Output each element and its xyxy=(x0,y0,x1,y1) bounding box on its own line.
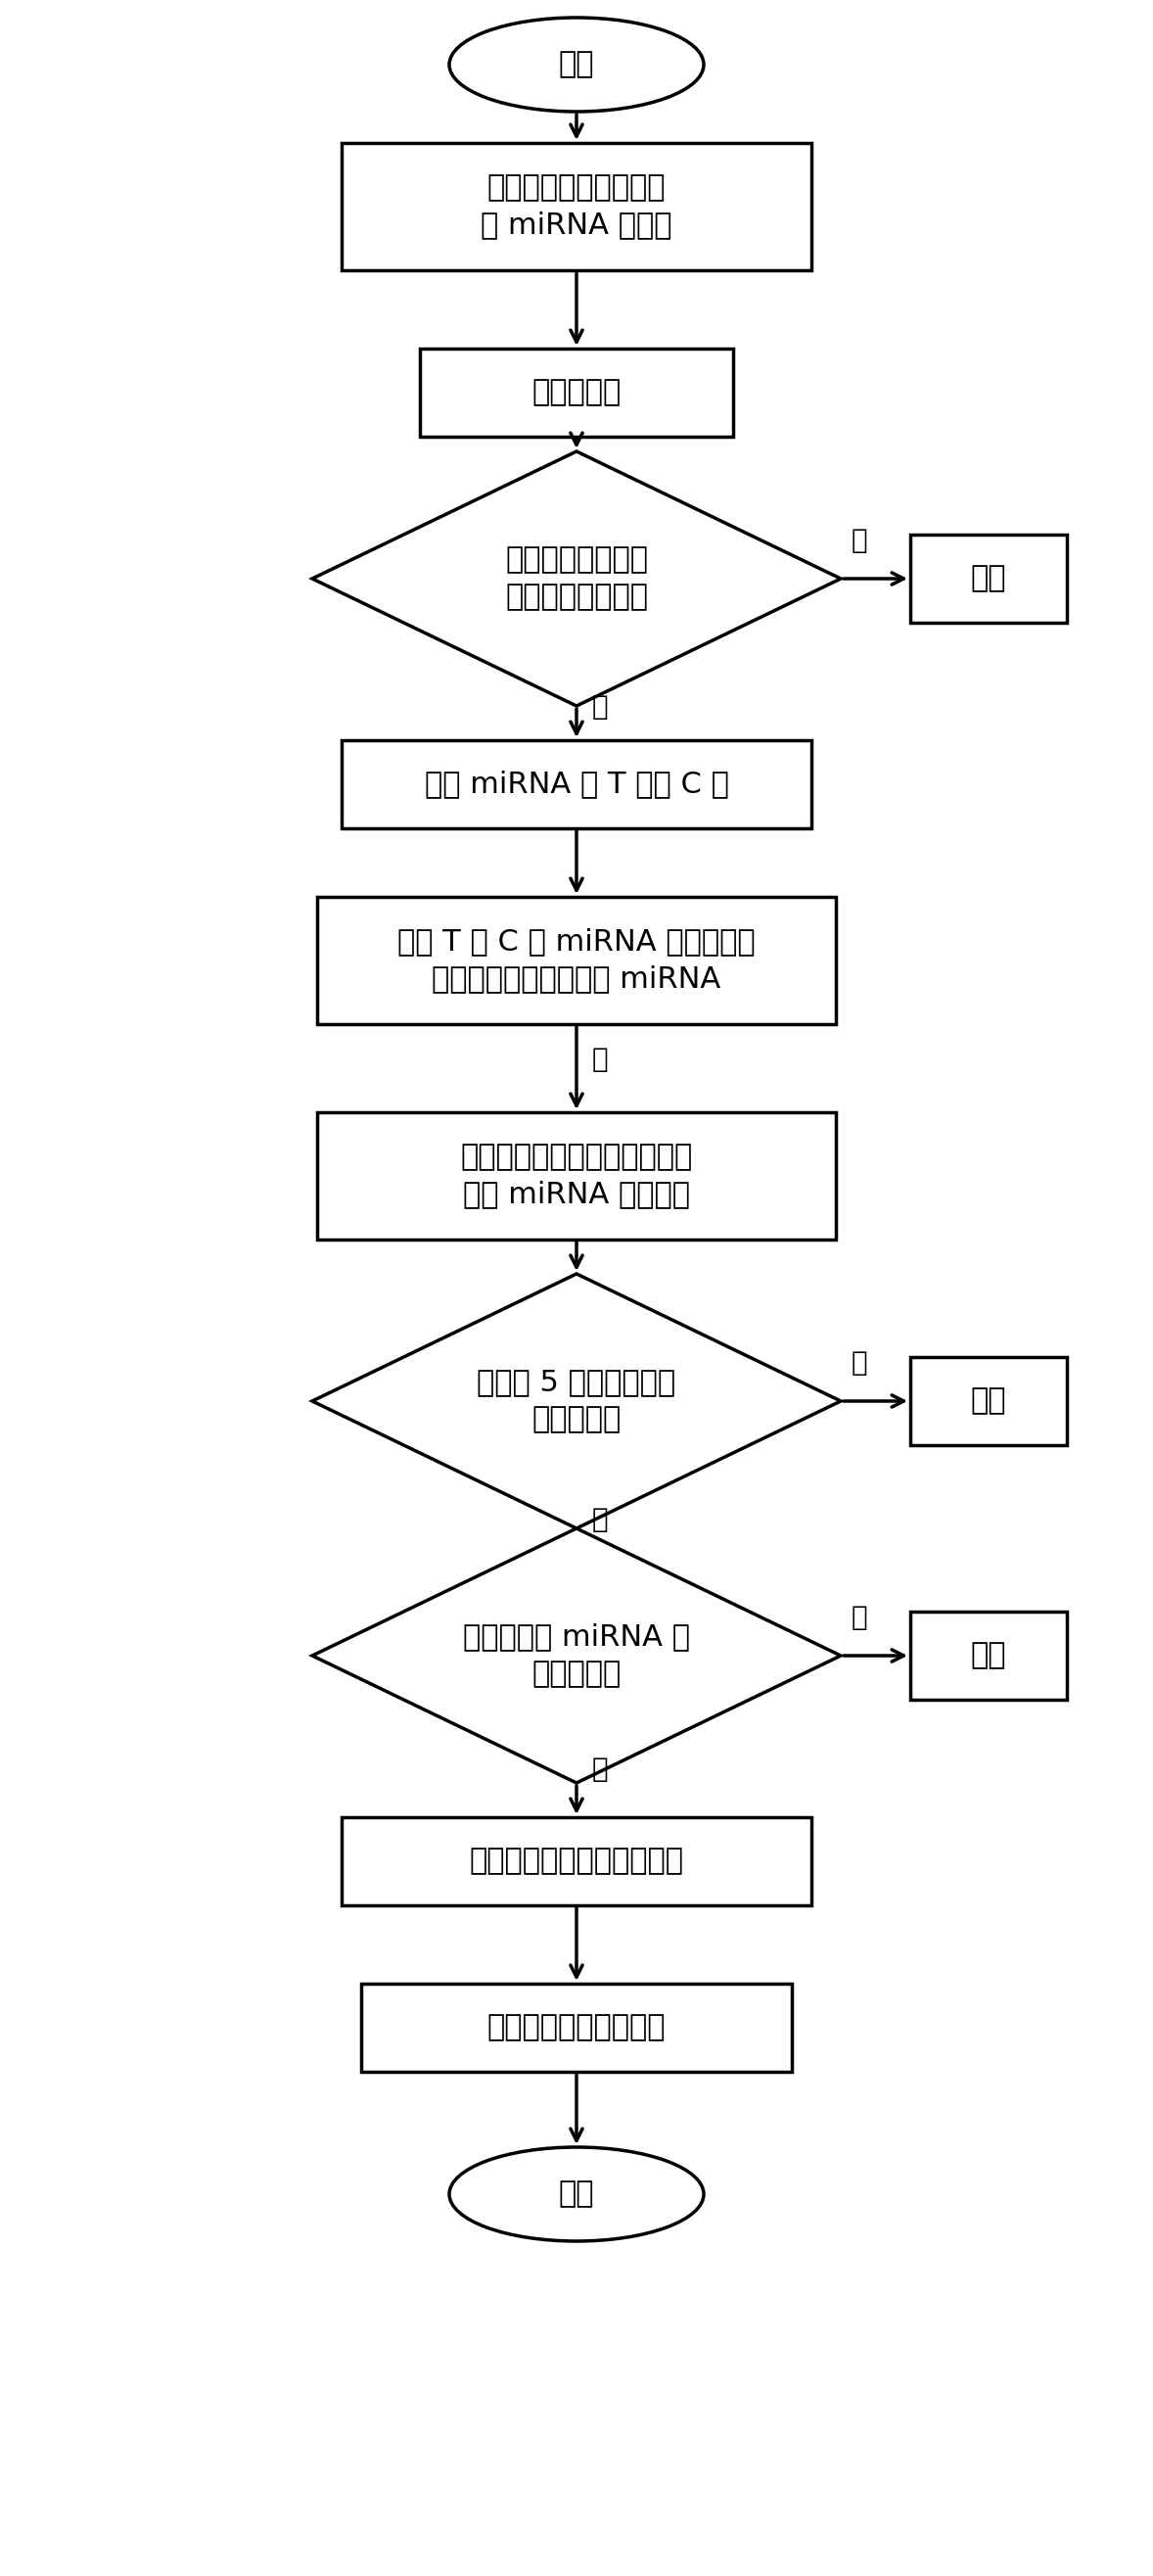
Text: 开始: 开始 xyxy=(559,52,594,80)
Bar xyxy=(420,348,733,438)
Bar xyxy=(341,142,812,270)
Bar xyxy=(361,1984,792,2071)
Bar xyxy=(341,1816,812,1906)
Text: 是否至少在五种癌
症中发生显著变化: 是否至少在五种癌 症中发生显著变化 xyxy=(505,546,648,611)
Text: 获取有正常样本做对比
的 miRNA 数据集: 获取有正常样本做对比 的 miRNA 数据集 xyxy=(481,173,672,240)
Bar xyxy=(317,1113,836,1239)
Bar xyxy=(910,1613,1067,1700)
Text: 否: 否 xyxy=(852,1605,868,1631)
Text: 舍弃: 舍弃 xyxy=(971,1641,1007,1669)
Text: 是: 是 xyxy=(593,1507,609,1533)
Text: 是: 是 xyxy=(593,1754,609,1783)
Text: 是: 是 xyxy=(593,693,609,721)
Bar xyxy=(317,896,836,1025)
Text: 是否为重要 miRNA 共
有的靶基因: 是否为重要 miRNA 共 有的靶基因 xyxy=(464,1623,689,1687)
Text: 利用五种靶基因预测软件预测
重要 miRNA 的靶基因: 利用五种靶基因预测软件预测 重要 miRNA 的靶基因 xyxy=(460,1144,693,1208)
Text: 数据预处理: 数据预处理 xyxy=(532,379,621,407)
Text: 否: 否 xyxy=(852,1350,868,1376)
Polygon shape xyxy=(312,1528,841,1783)
Bar xyxy=(910,1358,1067,1445)
Text: 计算 miRNA 的 T 值和 C 值: 计算 miRNA 的 T 值和 C 值 xyxy=(424,770,729,799)
Text: 构建双层基因调控网络: 构建双层基因调控网络 xyxy=(488,2014,665,2043)
Text: 获取靶基因之间的作用关系: 获取靶基因之间的作用关系 xyxy=(469,1847,684,1875)
Bar xyxy=(910,536,1067,623)
Ellipse shape xyxy=(450,18,703,111)
Text: 是: 是 xyxy=(593,1046,609,1074)
Text: 否: 否 xyxy=(852,526,868,554)
Text: 是否为 5 个预测软件共
有的靶基因: 是否为 5 个预测软件共 有的靶基因 xyxy=(477,1368,676,1435)
Ellipse shape xyxy=(450,2148,703,2241)
Text: 舍弃: 舍弃 xyxy=(971,1386,1007,1414)
Text: 根据 T 和 C 对 miRNA 进行排序并
取排名最高的若干重要 miRNA: 根据 T 和 C 对 miRNA 进行排序并 取排名最高的若干重要 miRNA xyxy=(398,927,755,994)
Text: 舍弃: 舍弃 xyxy=(971,564,1007,592)
Text: 结束: 结束 xyxy=(559,2179,594,2208)
Bar xyxy=(341,739,812,829)
Polygon shape xyxy=(312,451,841,706)
Polygon shape xyxy=(312,1273,841,1528)
